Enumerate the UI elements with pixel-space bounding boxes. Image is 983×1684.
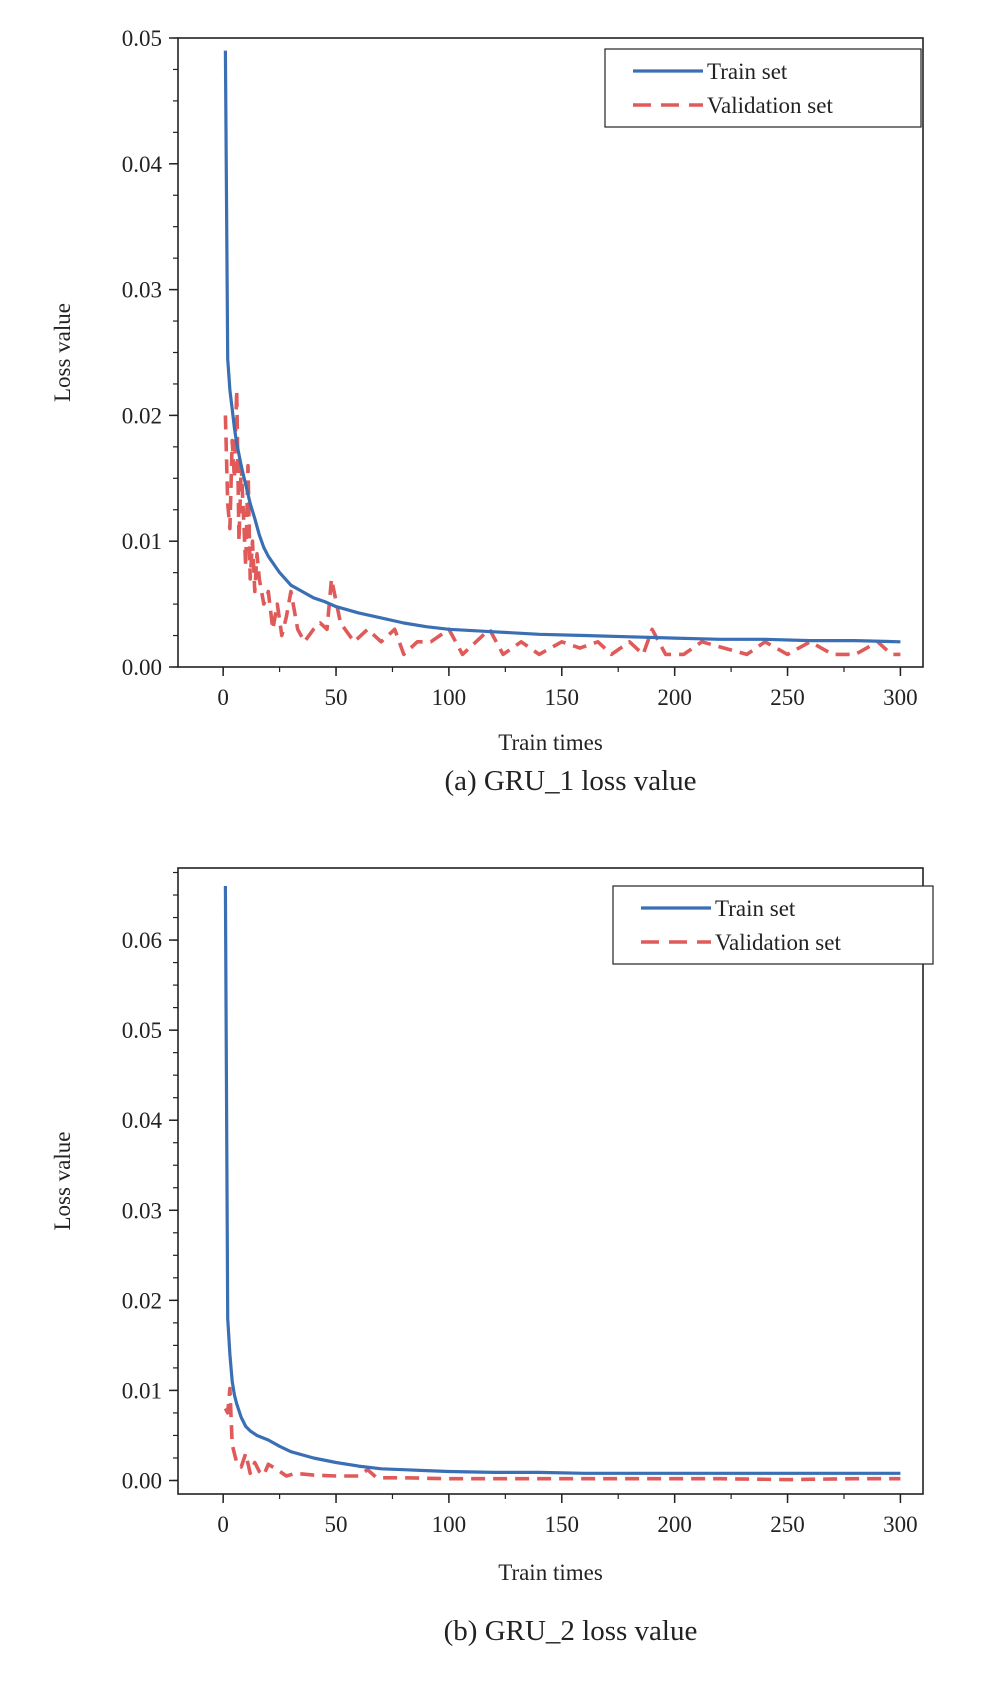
x-axis-title: Train times — [498, 1560, 603, 1585]
legend-a: Train set Validation set — [604, 48, 922, 128]
x-tick-label: 150 — [545, 685, 580, 710]
legend-label-validation: Validation set — [707, 93, 833, 118]
y-axis-title: Loss value — [50, 1131, 75, 1230]
y-tick-label: 0.03 — [122, 278, 162, 303]
series-line-validation — [223, 1386, 901, 1482]
y-tick-label: 0.02 — [122, 1288, 162, 1313]
x-tick-label: 250 — [770, 685, 805, 710]
plot-area-b: 0.00 0.01 0.02 0.03 0.04 0.05 0.06 0 50 100 150 200… — [122, 867, 924, 1537]
plot-area-a: 0.00 0.01 0.02 0.03 0.04 0.05 0 50 100 150 200 250 3… — [122, 26, 924, 710]
y-tick-label: 0.01 — [122, 529, 162, 554]
legend-label-validation: Validation set — [715, 930, 841, 955]
x-tick-label: 50 — [325, 1512, 348, 1537]
chart-caption: (a) GRU_1 loss value — [444, 765, 696, 797]
y-tick-label: 0.05 — [122, 1018, 162, 1043]
axes-frame — [177, 867, 924, 1495]
x-axis-title: Train times — [498, 730, 603, 755]
y-tick-label: 0.00 — [122, 655, 162, 680]
y-tick-label: 0.02 — [122, 403, 162, 428]
legend-box — [604, 48, 922, 128]
x-tick-label: 200 — [657, 1512, 692, 1537]
y-tick-label: 0.01 — [122, 1378, 162, 1403]
x-tick-label: 300 — [883, 1512, 918, 1537]
y-tick-label: 0.06 — [122, 928, 162, 953]
y-axis-title: Loss value — [50, 303, 75, 402]
y-tick-label: 0.05 — [122, 26, 162, 51]
legend-b: Train set Validation set — [612, 885, 934, 965]
x-tick-label: 100 — [432, 685, 467, 710]
legend-label-train: Train set — [707, 59, 788, 84]
x-tick-label: 50 — [325, 685, 348, 710]
x-tick-label: 300 — [883, 685, 918, 710]
x-tick-label: 0 — [217, 685, 229, 710]
y-tick-label: 0.04 — [122, 152, 163, 177]
chart-panel-b: 0.00 0.01 0.02 0.03 0.04 0.05 0.06 0 50 100 150 200… — [50, 867, 934, 1647]
x-tick-label: 150 — [545, 1512, 580, 1537]
x-tick-label: 250 — [770, 1512, 805, 1537]
y-tick-label: 0.03 — [122, 1198, 162, 1223]
chart-panel-a: 0.00 0.01 0.02 0.03 0.04 0.05 0 50 100 150 200 250 3… — [50, 26, 924, 797]
x-tick-label: 0 — [217, 1512, 229, 1537]
x-tick-label: 200 — [657, 685, 692, 710]
series-line-validation — [223, 388, 901, 657]
series-line-train — [223, 50, 901, 644]
y-tick-label: 0.04 — [122, 1108, 163, 1133]
series-line-train — [223, 885, 901, 1475]
chart-caption: (b) GRU_2 loss value — [444, 1615, 698, 1647]
legend-box — [612, 885, 934, 965]
x-tick-label: 100 — [432, 1512, 467, 1537]
legend-label-train: Train set — [715, 896, 796, 921]
y-tick-label: 0.00 — [122, 1468, 162, 1493]
